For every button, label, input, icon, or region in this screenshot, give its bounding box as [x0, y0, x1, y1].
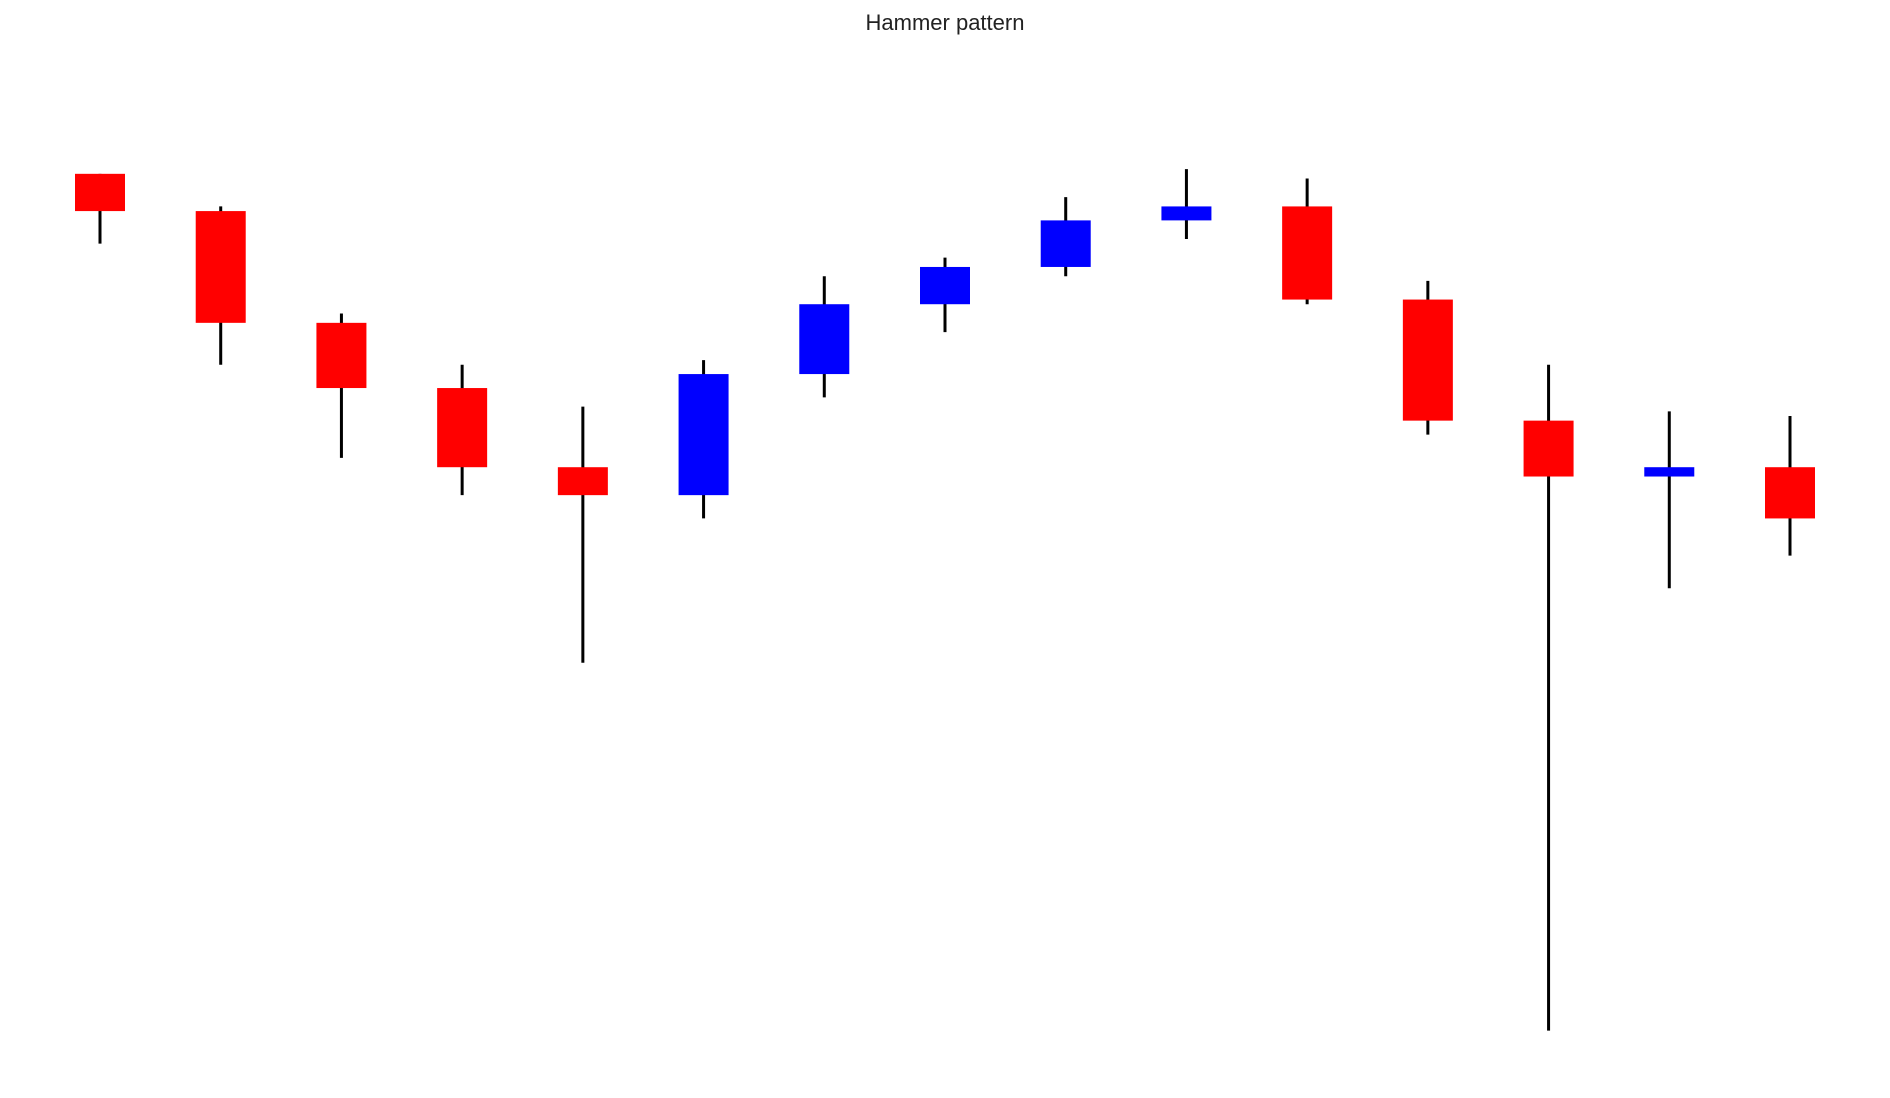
- candle-5: [557, 406, 608, 663]
- candle-body-down: [75, 173, 125, 212]
- candle-2: [195, 206, 246, 365]
- candle-body-down: [437, 388, 488, 468]
- candle-body-down: [557, 467, 608, 496]
- candle-body-up: [920, 266, 970, 305]
- candle-body-up: [799, 304, 850, 375]
- candle-body-up: [1040, 220, 1091, 267]
- candle-body-up: [1644, 467, 1695, 477]
- chart-title: Hammer pattern: [865, 10, 1025, 35]
- candle-body-down: [316, 322, 367, 389]
- candle-14: [1644, 411, 1695, 589]
- candle-body-down: [1523, 420, 1574, 477]
- candle-13: [1523, 364, 1574, 1031]
- candle-4: [437, 364, 488, 496]
- candle-body-down: [1282, 206, 1333, 300]
- candle-body-down: [195, 211, 246, 323]
- candle-8: [920, 257, 970, 333]
- candle-11: [1282, 178, 1333, 305]
- candle-body-up: [1161, 206, 1212, 221]
- candle-body-down: [1402, 299, 1453, 421]
- candle-10: [1161, 169, 1212, 240]
- candle-body-down: [1765, 467, 1815, 519]
- candle-15: [1765, 415, 1815, 556]
- candle-3: [316, 313, 367, 458]
- candle-7: [799, 276, 850, 398]
- candle-1: [75, 173, 125, 244]
- candle-6: [678, 360, 729, 519]
- candle-12: [1402, 280, 1453, 435]
- candle-body-up: [678, 374, 729, 496]
- candle-9: [1040, 197, 1091, 277]
